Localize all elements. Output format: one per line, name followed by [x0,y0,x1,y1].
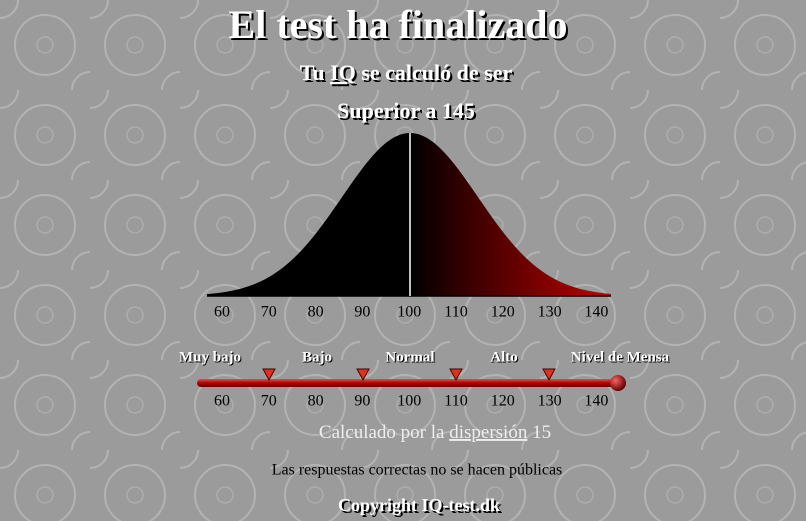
footer: Copyright IQ-test.dk [338,495,500,515]
level-marker [542,368,556,382]
level-label: Bajo [302,349,332,365]
curve-right [410,133,611,296]
dispersion-line: Calculado por la dispersión 15 [319,422,551,443]
level-label: Alto [490,349,518,365]
scale-tick-label: 80 [308,393,324,410]
level-marker [262,368,276,382]
curve-tick-label: 70 [261,304,277,321]
scale-bar [197,379,618,387]
curve-tick-label: 140 [584,304,608,321]
level-marker [449,368,463,382]
page-title: El test ha finalizado [229,2,568,47]
scale-tick-label: 120 [491,393,515,410]
curve-left [207,133,410,296]
dispersion-prefix: Calculado por la [319,422,445,443]
scale-tick-label: 90 [354,393,370,410]
level-label: Muy bajo [179,349,241,365]
result-suffix: se calculó de ser [361,60,512,85]
dispersion-value: 15 [532,422,551,443]
result-prefix: Tu [300,60,325,85]
curve-tick-label: 120 [491,304,515,321]
level-label: Normal [385,349,434,365]
bell-curve [207,133,611,296]
dispersion-link[interactable]: dispersión [449,422,528,443]
scale-knob [610,375,626,391]
note: Las respuestas correctas no se hacen púb… [272,462,563,479]
scale-tick-label: 110 [444,393,467,410]
scale-tick-label: 100 [397,393,421,410]
scale-tick-label: 70 [261,393,277,410]
scale-tick-label: 130 [538,393,562,410]
curve-tick-label: 60 [214,304,230,321]
curve-tick-label: 130 [538,304,562,321]
iq-link[interactable]: IQ [330,60,356,85]
iq-score: Superior a 145 [337,98,475,123]
level-marker [356,368,370,382]
result-line: Tu IQ se calculó de ser [300,60,513,85]
scale-tick-label: 60 [214,393,230,410]
curve-tick-label: 80 [308,304,324,321]
curve-tick-label: 110 [444,304,467,321]
curve-tick-label: 90 [354,304,370,321]
curve-tick-label: 100 [397,304,421,321]
scale-tick-label: 140 [584,393,608,410]
level-label: Nivel de Mensa [571,349,670,365]
